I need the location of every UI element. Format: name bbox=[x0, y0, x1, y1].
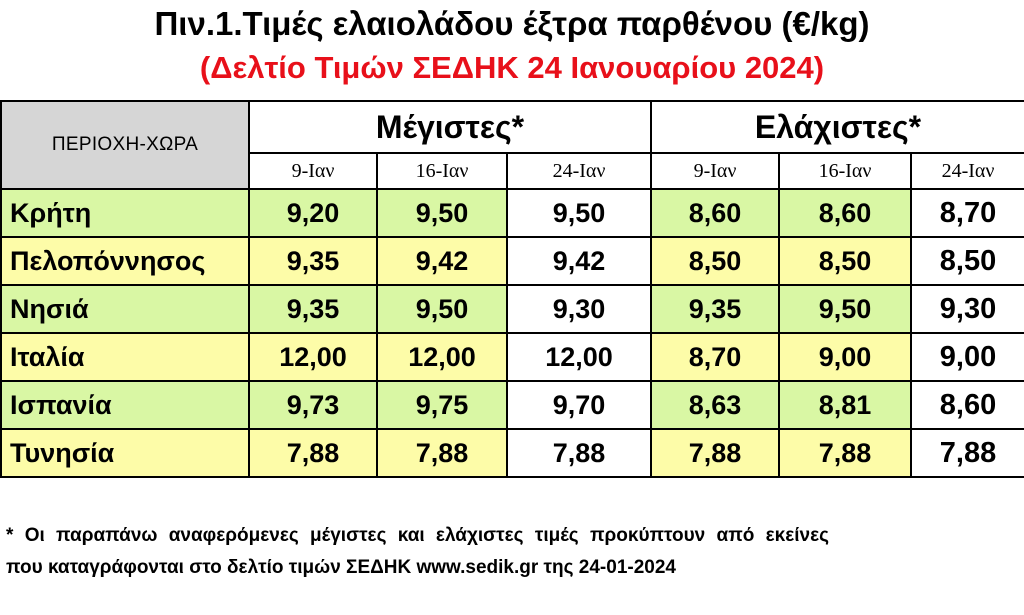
region-cell: Πελοπόννησος bbox=[0, 236, 250, 286]
min-date-header: 16-Ιαν bbox=[778, 152, 912, 190]
min-price-cell: 9,50 bbox=[778, 284, 912, 334]
max-price-cell: 9,73 bbox=[248, 380, 378, 430]
max-price-cell: 12,00 bbox=[248, 332, 378, 382]
max-price-cell: 9,75 bbox=[376, 380, 508, 430]
max-price-cell: 9,42 bbox=[376, 236, 508, 286]
min-price-cell: 8,63 bbox=[650, 380, 780, 430]
table-row: Ισπανία 9,73 9,75 9,70 8,63 8,81 8,60 bbox=[0, 380, 1024, 430]
min-price-cell: 8,50 bbox=[910, 236, 1024, 286]
min-price-cell: 8,60 bbox=[778, 188, 912, 238]
footnote-text-1: Οι παραπάνω αναφερόμενες μέγιστες και ελ… bbox=[24, 525, 830, 546]
min-date-header: 24-Ιαν bbox=[910, 152, 1024, 190]
footnote-line-1: * Οι παραπάνω αναφερόμενες μέγιστες και … bbox=[6, 520, 1024, 552]
region-column-header: ΠΕΡΙΟΧΗ-ΧΩΡΑ bbox=[0, 100, 250, 190]
footnote: * Οι παραπάνω αναφερόμενες μέγιστες και … bbox=[6, 520, 1024, 584]
min-prices-header: Ελάχιστες* bbox=[650, 100, 1024, 154]
min-price-cell: 7,88 bbox=[778, 428, 912, 478]
min-price-cell: 7,88 bbox=[650, 428, 780, 478]
max-date-header: 16-Ιαν bbox=[376, 152, 508, 190]
max-date-header: 9-Ιαν bbox=[248, 152, 378, 190]
table-row: Νησιά 9,35 9,50 9,30 9,35 9,50 9,30 bbox=[0, 284, 1024, 334]
footnote-star: * bbox=[6, 525, 14, 546]
min-date-header: 9-Ιαν bbox=[650, 152, 780, 190]
max-prices-header: Μέγιστες* bbox=[248, 100, 652, 154]
region-cell: Ιταλία bbox=[0, 332, 250, 382]
max-price-cell: 7,88 bbox=[506, 428, 652, 478]
max-price-cell: 7,88 bbox=[248, 428, 378, 478]
region-cell: Ισπανία bbox=[0, 380, 250, 430]
max-date-header: 24-Ιαν bbox=[506, 152, 652, 190]
region-cell: Νησιά bbox=[0, 284, 250, 334]
max-price-cell: 9,30 bbox=[506, 284, 652, 334]
min-price-cell: 8,60 bbox=[650, 188, 780, 238]
max-price-cell: 9,35 bbox=[248, 236, 378, 286]
min-price-cell: 9,30 bbox=[910, 284, 1024, 334]
max-price-cell: 9,70 bbox=[506, 380, 652, 430]
prices-table: ΠΕΡΙΟΧΗ-ΧΩΡΑ Μέγιστες* Ελάχιστες* 9-Ιαν … bbox=[0, 100, 1024, 478]
max-price-cell: 12,00 bbox=[376, 332, 508, 382]
table-row: Τυνησία 7,88 7,88 7,88 7,88 7,88 7,88 bbox=[0, 428, 1024, 478]
max-price-cell: 9,50 bbox=[506, 188, 652, 238]
min-price-cell: 9,35 bbox=[650, 284, 780, 334]
min-price-cell: 8,50 bbox=[778, 236, 912, 286]
max-price-cell: 12,00 bbox=[506, 332, 652, 382]
max-price-cell: 9,42 bbox=[506, 236, 652, 286]
max-price-cell: 9,35 bbox=[248, 284, 378, 334]
max-price-cell: 9,50 bbox=[376, 188, 508, 238]
table-row: Πελοπόννησος 9,35 9,42 9,42 8,50 8,50 8,… bbox=[0, 236, 1024, 286]
region-cell: Κρήτη bbox=[0, 188, 250, 238]
min-price-cell: 8,50 bbox=[650, 236, 780, 286]
min-price-cell: 9,00 bbox=[778, 332, 912, 382]
min-price-cell: 8,60 bbox=[910, 380, 1024, 430]
table-row: Ιταλία 12,00 12,00 12,00 8,70 9,00 9,00 bbox=[0, 332, 1024, 382]
min-price-cell: 8,70 bbox=[910, 188, 1024, 238]
min-price-cell: 7,88 bbox=[910, 428, 1024, 478]
region-cell: Τυνησία bbox=[0, 428, 250, 478]
footnote-line-2: που καταγράφονται στο δελτίο τιμών ΣΕΔΗΚ… bbox=[6, 557, 676, 578]
min-price-cell: 8,70 bbox=[650, 332, 780, 382]
page-title: Πιν.1.Τιμές ελαιολάδου έξτρα παρθένου (€… bbox=[154, 5, 870, 42]
max-price-cell: 9,50 bbox=[376, 284, 508, 334]
min-price-cell: 9,00 bbox=[910, 332, 1024, 382]
max-price-cell: 9,20 bbox=[248, 188, 378, 238]
table-row: Κρήτη 9,20 9,50 9,50 8,60 8,60 8,70 bbox=[0, 188, 1024, 238]
min-price-cell: 8,81 bbox=[778, 380, 912, 430]
page-subtitle: (Δελτίο Τιμών ΣΕΔΗΚ 24 Ιανουαρίου 2024) bbox=[199, 50, 825, 85]
max-price-cell: 7,88 bbox=[376, 428, 508, 478]
